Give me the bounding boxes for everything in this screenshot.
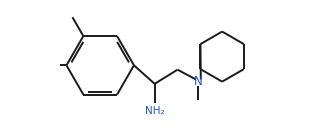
Text: N: N xyxy=(194,75,203,88)
Text: NH₂: NH₂ xyxy=(145,106,164,116)
